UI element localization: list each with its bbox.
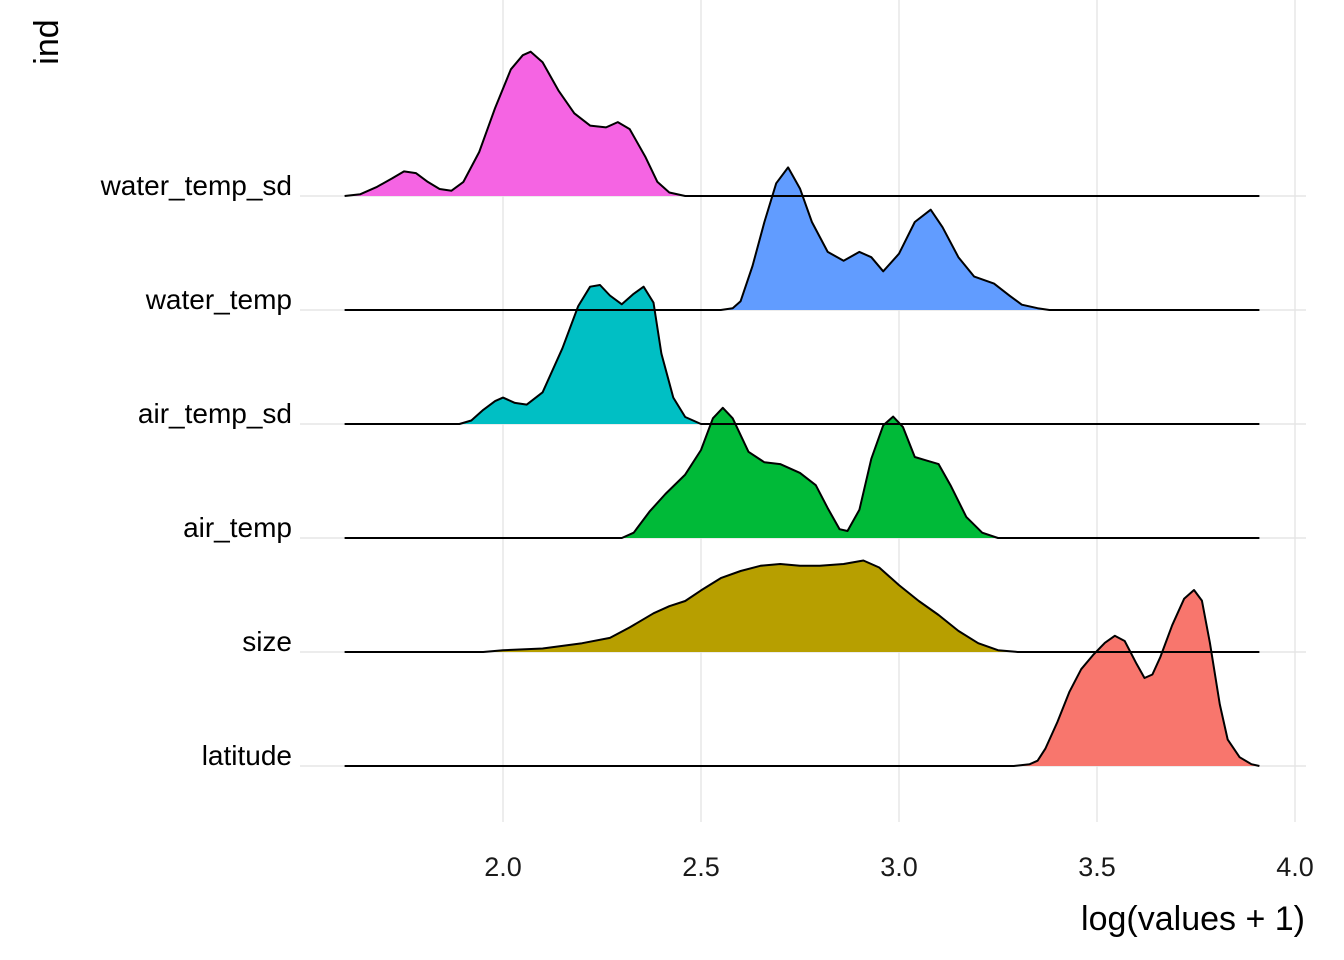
x-tick-label: 3.5 xyxy=(1078,852,1116,882)
x-tick-label: 2.0 xyxy=(484,852,522,882)
x-axis-title: log(values + 1) xyxy=(1081,900,1305,938)
ridge-area xyxy=(344,560,1260,652)
ridge-water-temp xyxy=(344,166,1260,311)
ridge-outline xyxy=(344,50,1260,197)
x-tick-label: 4.0 xyxy=(1276,852,1314,882)
category-label-latitude: latitude xyxy=(202,740,292,771)
category-label-water-temp-sd: water_temp_sd xyxy=(100,170,292,201)
x-tick-label: 3.0 xyxy=(880,852,918,882)
ridge-size xyxy=(344,559,1260,653)
ridge-outline xyxy=(344,589,1260,767)
ridge-outline xyxy=(344,559,1260,653)
category-label-air-temp-sd: air_temp_sd xyxy=(138,398,292,429)
ridge-latitude xyxy=(344,589,1260,767)
ridges xyxy=(344,50,1260,767)
ridge-outline xyxy=(344,166,1260,311)
category-label-size: size xyxy=(242,626,292,657)
ridge-water-temp-sd xyxy=(344,50,1260,197)
ridge-outline xyxy=(344,406,1260,539)
ridge-air-temp xyxy=(344,406,1260,539)
ridge-outline xyxy=(344,284,1260,425)
ridge-area xyxy=(344,407,1260,538)
category-label-water-temp: water_temp xyxy=(145,284,292,315)
y-axis-title: ind xyxy=(28,19,66,64)
ridge-area xyxy=(344,51,1260,197)
y-axis-category-labels: latitude size air_temp air_temp_sd water_tem… xyxy=(100,170,292,771)
ridge-area xyxy=(344,590,1260,766)
x-tick-label: 2.5 xyxy=(682,852,720,882)
x-axis-ticks: 2.0 2.5 3.0 3.5 4.0 xyxy=(484,852,1314,882)
category-label-air-temp: air_temp xyxy=(183,512,292,543)
ridge-air-temp-sd xyxy=(344,284,1260,425)
ridge-area xyxy=(344,167,1260,310)
